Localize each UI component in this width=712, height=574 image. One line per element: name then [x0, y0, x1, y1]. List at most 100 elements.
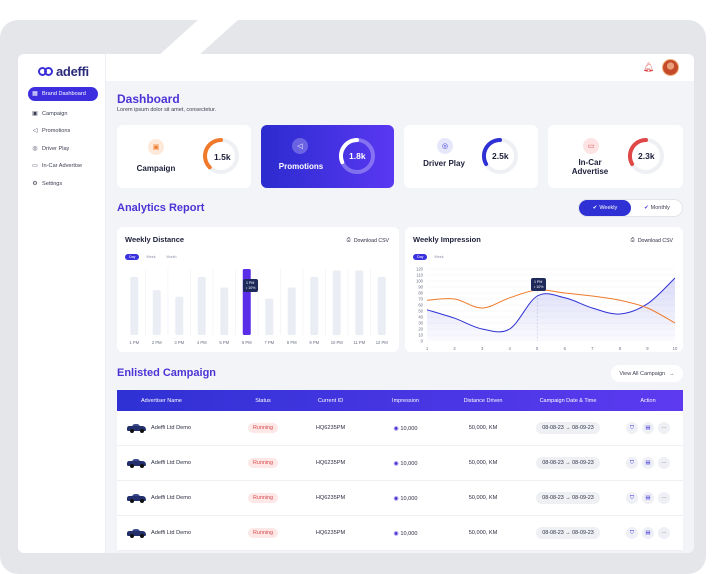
- download-csv-button[interactable]: ⎙ Download CSV: [631, 237, 673, 244]
- brand-logo[interactable]: adeffi: [38, 64, 89, 79]
- col-impression[interactable]: Impression: [392, 397, 419, 404]
- stat-value: 2.5k: [492, 151, 509, 161]
- sidebar-item-brand-dashboard[interactable]: ▦ Brand Dashboard: [28, 87, 98, 101]
- col-current-id[interactable]: Current ID: [317, 397, 344, 404]
- monthly-label: Monthly: [650, 205, 670, 211]
- y-tick-label: 10: [418, 333, 423, 338]
- col-status[interactable]: Status: [255, 397, 271, 404]
- date-range: 08-08-23 → 08-09-23: [536, 422, 600, 434]
- advertiser-cell: Adeffi Ltd Demo: [117, 493, 233, 503]
- download-csv-button[interactable]: ⎙ Download CSV: [347, 237, 389, 244]
- impression-value: 10,000: [400, 460, 418, 467]
- stat-card-promotions[interactable]: ◁ Promotions 1.8k: [261, 125, 394, 188]
- avatar[interactable]: [662, 59, 679, 76]
- save-icon[interactable]: ▤: [642, 457, 654, 469]
- x-tick-label: 7 PM: [264, 340, 274, 345]
- top-bar: 🔔︎: [106, 54, 694, 81]
- action-cell: ⛉ ▤ ···: [613, 492, 683, 504]
- x-tick-label: 1: [426, 346, 429, 351]
- x-tick-label: 6: [564, 346, 567, 351]
- x-tick-label: 9 PM: [309, 340, 319, 345]
- distance-cell: 50,000, KM: [468, 530, 498, 536]
- sidebar-item-campaign[interactable]: ▣ Campaign: [28, 105, 98, 123]
- date-cell: 08-08-23 → 08-09-23: [523, 422, 613, 434]
- eye-icon: ◉: [393, 425, 399, 432]
- sidebar-item-promotions[interactable]: ◁ Promotions: [28, 123, 98, 141]
- more-icon[interactable]: ···: [658, 457, 670, 469]
- table-row[interactable]: Adeffi Ltd Demo Running HQ6235PM ◉ 10,000 50…: [117, 481, 683, 516]
- table-row[interactable]: Adeffi Ltd Demo Running HQ6235PM ◉ 10,000 50…: [117, 516, 683, 551]
- date-range: 08-08-23 → 08-09-23: [536, 457, 600, 469]
- logo-icon: [38, 67, 54, 76]
- bar: [332, 270, 341, 335]
- pill-week[interactable]: Week: [434, 255, 444, 259]
- car-thumbnail: [127, 493, 146, 503]
- y-tick-label: 50: [418, 309, 423, 314]
- action-cell: ⛉ ▤ ···: [613, 422, 683, 434]
- campaign-icon: ▣: [148, 139, 164, 155]
- series-area: [427, 278, 675, 341]
- sidebar-item-label: In-Car Advertise: [42, 163, 83, 170]
- stat-gauge: [627, 137, 664, 174]
- bell-icon[interactable]: 🔔︎: [642, 62, 654, 72]
- y-tick-label: 40: [418, 315, 423, 320]
- stat-label: Promotions: [278, 162, 324, 171]
- action-cell: ⛉ ▤ ···: [613, 527, 683, 539]
- pill-week[interactable]: Week: [146, 255, 156, 259]
- sidebar-item-driver-play[interactable]: ◎ Driver Play: [28, 140, 98, 158]
- col-advertiser[interactable]: Advertiser Name: [141, 397, 182, 404]
- shield-icon[interactable]: ⛉: [626, 457, 638, 469]
- more-icon[interactable]: ···: [658, 492, 670, 504]
- shield-icon[interactable]: ⛉: [626, 422, 638, 434]
- impression-value: 10,000: [400, 530, 418, 537]
- impression-value: 10,000: [400, 495, 418, 502]
- col-date[interactable]: Campaign Date & Time: [539, 397, 597, 404]
- view-all-campaign-button[interactable]: View All Campaign →: [611, 365, 683, 382]
- save-icon[interactable]: ▤: [642, 422, 654, 434]
- advertiser-name: Adeffi Ltd Demo: [151, 460, 192, 466]
- x-tick-label: 3 PM: [174, 340, 184, 345]
- save-icon[interactable]: ▤: [642, 492, 654, 504]
- card-title: Weekly Impression: [413, 235, 481, 244]
- bar: [287, 287, 296, 335]
- x-tick-label: 3: [481, 346, 484, 351]
- pill-month[interactable]: Month: [166, 255, 177, 259]
- eye-icon: ◉: [393, 460, 399, 467]
- y-tick-label: 80: [418, 291, 423, 296]
- table-row[interactable]: Adeffi Ltd Demo Running HQ6235PM ◉ 10,000 50…: [117, 411, 683, 446]
- stat-card-campaign[interactable]: ▣ Campaign 1.5k: [117, 125, 251, 188]
- status-badge: Running: [247, 458, 279, 468]
- shield-icon[interactable]: ⛉: [626, 527, 638, 539]
- date-cell: 08-08-23 → 08-09-23: [523, 492, 613, 504]
- more-icon[interactable]: ···: [658, 527, 670, 539]
- pill-day[interactable]: Day: [413, 254, 428, 260]
- stat-card-in-car-advertise[interactable]: ▭ In-Car Advertise 2.3k: [548, 125, 683, 188]
- weekly-toggle[interactable]: ✔ Weekly: [579, 200, 631, 216]
- save-icon[interactable]: ▤: [642, 527, 654, 539]
- main-content: Dashboard Lorem ipsum dolor sit amet, co…: [106, 81, 694, 553]
- advertiser-name: Adeffi Ltd Demo: [151, 495, 192, 501]
- range-pills: Day Week: [413, 254, 448, 260]
- tooltip-value: • 10%: [534, 284, 544, 289]
- monthly-toggle[interactable]: ✔ Monthly: [631, 200, 683, 216]
- col-distance[interactable]: Distance Driven: [463, 397, 503, 404]
- stat-card-driver-play[interactable]: ◎ Driver Play 2.5k: [404, 125, 538, 188]
- sidebar-item-in-car-advertise[interactable]: ▭ In-Car Advertise: [28, 158, 98, 176]
- date-cell: 08-08-23 → 08-09-23: [523, 457, 613, 469]
- pill-day[interactable]: Day: [125, 254, 140, 260]
- status-cell: Running: [233, 493, 293, 503]
- x-tick-label: 9: [646, 346, 649, 351]
- stat-label: Campaign: [136, 164, 176, 173]
- more-icon[interactable]: ···: [658, 422, 670, 434]
- campaign-section-title: Enlisted Campaign: [117, 367, 217, 379]
- sidebar-item-settings[interactable]: ⚙ Settings: [28, 175, 98, 193]
- x-tick-label: 5 PM: [219, 340, 229, 345]
- table-row[interactable]: Adeffi Ltd Demo Running HQ6235PM ◉ 10,000 50…: [117, 446, 683, 481]
- impression-cell: ◉ 10,000: [368, 495, 443, 502]
- bar: [175, 296, 184, 335]
- x-tick-label: 12 PM: [376, 340, 389, 345]
- range-pills: Day Week Month: [125, 254, 181, 260]
- car-thumbnail: [127, 423, 146, 433]
- shield-icon[interactable]: ⛉: [626, 492, 638, 504]
